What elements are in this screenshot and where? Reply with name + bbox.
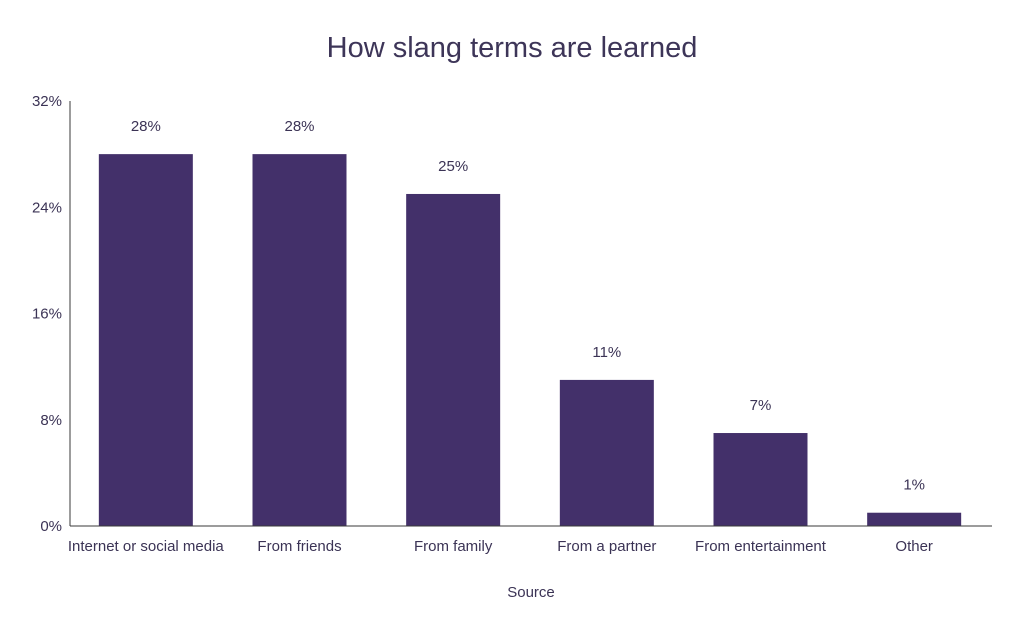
x-tick-label: From entertainment bbox=[695, 538, 827, 555]
category-labels-group: Internet or social media From friends From… bbox=[68, 538, 933, 555]
chart-title: How slang terms are learned bbox=[326, 32, 698, 64]
x-tick-label: Other bbox=[895, 538, 933, 555]
y-axis-ticks: 0% 8% 16% 24% 32% bbox=[32, 93, 62, 535]
y-tick-label: 32% bbox=[32, 93, 62, 110]
bar bbox=[713, 433, 808, 526]
x-axis-label: Source bbox=[507, 584, 555, 601]
x-tick-label: From a partner bbox=[557, 538, 656, 555]
data-label: 28% bbox=[284, 118, 314, 135]
data-label: 7% bbox=[750, 397, 772, 414]
bar bbox=[252, 154, 347, 526]
data-label: 11% bbox=[592, 344, 621, 361]
bars-group bbox=[98, 154, 962, 526]
y-tick-label: 16% bbox=[32, 306, 62, 323]
data-label: 25% bbox=[438, 158, 468, 175]
bar bbox=[559, 379, 654, 526]
x-tick-label: Internet or social media bbox=[68, 538, 225, 555]
y-tick-label: 0% bbox=[40, 518, 62, 535]
x-tick-label: From family bbox=[414, 538, 493, 555]
x-tick-label: From friends bbox=[257, 538, 341, 555]
bar bbox=[867, 512, 962, 526]
bar bbox=[98, 154, 193, 526]
y-tick-label: 8% bbox=[40, 412, 62, 429]
y-tick-label: 24% bbox=[32, 199, 62, 216]
data-label: 1% bbox=[903, 477, 925, 494]
data-label: 28% bbox=[131, 118, 161, 135]
value-labels-group: 28% 28% 25% 11% 7% 1% bbox=[131, 118, 925, 494]
bar bbox=[406, 193, 501, 526]
